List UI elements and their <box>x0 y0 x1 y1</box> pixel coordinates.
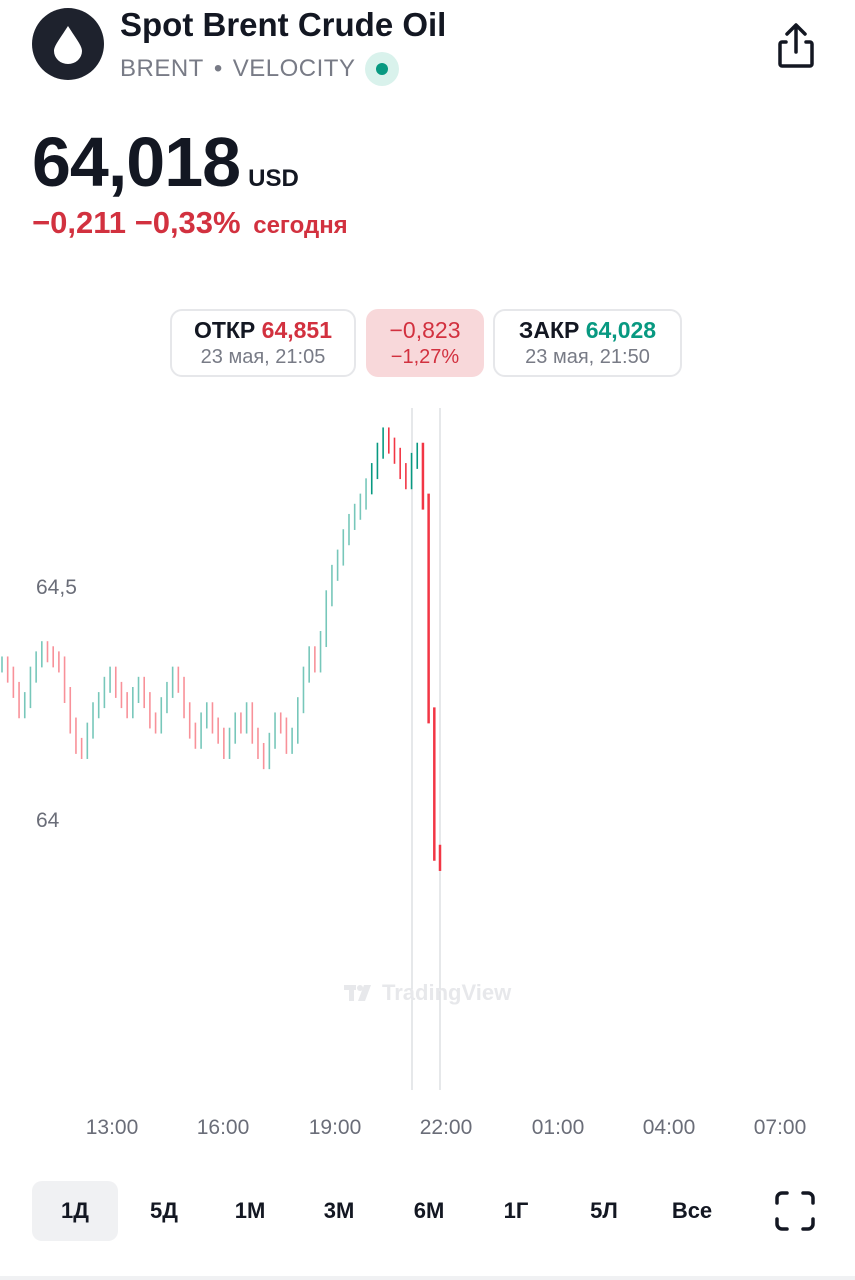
fullscreen-icon[interactable] <box>774 1190 816 1232</box>
change-period: сегодня <box>253 212 348 239</box>
tab-1d[interactable]: 1Д <box>32 1181 118 1241</box>
last-price: 64,018 <box>32 123 241 201</box>
tab-5y[interactable]: 5Л <box>590 1198 618 1223</box>
separator: • <box>213 55 223 82</box>
close-info-box: ЗАКР 64,028 23 мая, 21:50 <box>493 309 682 377</box>
open-time: 23 мая, 21:05 <box>200 346 326 368</box>
tab-3m[interactable]: 3М <box>323 1198 355 1223</box>
x-tick-label: 04:00 <box>642 1116 696 1139</box>
chart-bars <box>1 427 442 871</box>
tab-1m[interactable]: 1М <box>234 1198 266 1223</box>
y-tick-label: 64,5 <box>36 576 77 599</box>
price-chart[interactable] <box>0 380 855 1090</box>
delta-abs: −0,823 <box>389 317 461 343</box>
open-info-box: ОТКР 64,851 23 мая, 21:05 <box>170 309 356 377</box>
currency: USD <box>248 165 299 192</box>
exchange-name: VELOCITY <box>232 55 356 82</box>
close-time: 23 мая, 21:50 <box>525 346 650 368</box>
price-change: −0,211 −0,33% сегодня <box>32 205 348 241</box>
watermark-text: TradingView <box>382 980 512 1005</box>
y-tick-label: 64 <box>36 809 60 832</box>
price-block: 64,018 USD <box>32 122 299 202</box>
close-value: 64,028 <box>585 317 657 343</box>
tab-all[interactable]: Все <box>671 1198 713 1223</box>
tradingview-watermark: TradingView <box>344 980 511 1006</box>
x-tick-label: 16:00 <box>196 1116 250 1139</box>
delta-info-box: −0,823 −1,27% <box>366 309 484 377</box>
x-tick-label: 01:00 <box>531 1116 585 1139</box>
tab-1y[interactable]: 1Г <box>503 1198 529 1223</box>
symbol-subtitle: BRENT • VELOCITY <box>120 52 400 86</box>
header: Spot Brent Crude Oil BRENT • VELOCITY <box>0 0 855 100</box>
share-icon[interactable] <box>772 20 820 72</box>
symbol-title: Spot Brent Crude Oil <box>120 6 447 43</box>
x-tick-label: 22:00 <box>419 1116 473 1139</box>
symbol-code: BRENT <box>120 55 204 82</box>
x-tick-label: 19:00 <box>308 1116 362 1139</box>
open-value: 64,851 <box>261 317 333 343</box>
x-tick-label: 13:00 <box>85 1116 139 1139</box>
open-label: ОТКР <box>193 317 256 343</box>
tab-6m[interactable]: 6М <box>413 1198 445 1223</box>
market-status-dot <box>365 52 400 86</box>
change-abs: −0,211 <box>32 205 126 240</box>
delta-pct: −1,27% <box>390 346 460 368</box>
x-tick-label: 07:00 <box>753 1116 807 1139</box>
close-label: ЗАКР <box>518 317 580 343</box>
tab-5d[interactable]: 5Д <box>150 1198 178 1223</box>
tradingview-logo-icon <box>344 985 371 1001</box>
bottom-divider <box>0 1276 855 1280</box>
change-pct: −0,33% <box>134 205 241 240</box>
oil-drop-icon <box>32 8 104 80</box>
time-axis: 13:00 16:00 19:00 22:00 01:00 04:00 07:0… <box>0 1116 855 1146</box>
range-tabs: 1Д 5Д 1М 3М 6М 1Г 5Л Все <box>0 1178 855 1244</box>
